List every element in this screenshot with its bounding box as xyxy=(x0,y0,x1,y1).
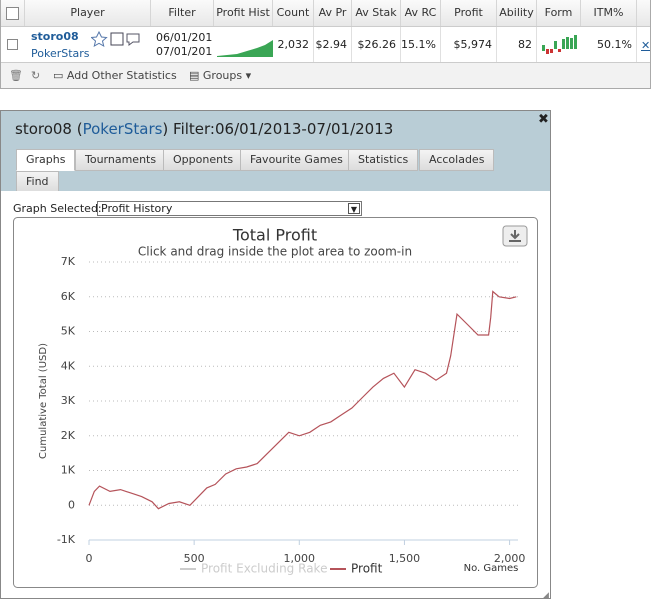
player-site[interactable]: PokerStars xyxy=(31,47,90,60)
tab[interactable]: Opponents xyxy=(163,149,244,171)
column-header[interactable]: Av RC xyxy=(401,0,441,26)
data-row: storo08 PokerStars 06/01/201 07/01/201 ✕… xyxy=(1,26,651,63)
tab[interactable]: Find xyxy=(16,171,59,191)
graph-select[interactable]: Profit History ▼ xyxy=(97,201,362,216)
checkbox[interactable] xyxy=(7,39,18,50)
chart-title: Total Profit xyxy=(232,226,317,245)
profit-sparkline xyxy=(217,40,273,57)
add-stats-button[interactable]: ▭ Add Other Statistics xyxy=(53,69,177,82)
column-header[interactable]: Ability xyxy=(497,0,537,26)
close-button[interactable]: ✖ xyxy=(538,112,549,127)
resize-handle[interactable]: ◢ xyxy=(542,591,549,599)
y-tick-label: -1K xyxy=(57,533,76,546)
player-name[interactable]: storo08 xyxy=(31,30,79,43)
chart-frame xyxy=(13,217,538,588)
title-site[interactable]: PokerStars xyxy=(82,120,163,138)
groups-button[interactable]: ▤ Groups ▾ xyxy=(189,69,252,82)
cell-profit: $5,974 xyxy=(441,27,497,62)
tab[interactable]: Statistics xyxy=(348,149,419,171)
column-header[interactable]: Form xyxy=(537,0,581,26)
x-tick-label: 500 xyxy=(184,552,205,565)
tab[interactable]: Tournaments xyxy=(75,149,167,171)
x-tick-label: 0 xyxy=(86,552,93,565)
y-tick-label: 7K xyxy=(61,255,76,268)
dialog-title: storo08 (PokerStars) Filter:06/01/2013-0… xyxy=(15,120,393,138)
x-tick-label: 1,000 xyxy=(284,552,316,565)
add-stats-label: Add Other Statistics xyxy=(66,69,177,82)
x-tick-label: 2,000 xyxy=(494,552,526,565)
form-bars xyxy=(538,33,580,58)
title-player: storo08 ( xyxy=(15,120,83,138)
groups-label: Groups xyxy=(202,69,243,82)
column-header[interactable]: Av Stak xyxy=(352,0,401,26)
chart: Total Profit Click and drag inside the p… xyxy=(13,217,538,588)
dialog: storo08 (PokerStars) Filter:06/01/2013-0… xyxy=(0,110,551,599)
cell-count: 2,032 xyxy=(273,27,314,62)
legend-label: Profit xyxy=(351,562,383,576)
remove-link[interactable]: ✕ xyxy=(641,39,651,52)
delete-icon[interactable]: 🗑 xyxy=(9,69,23,82)
y-tick-label: 4K xyxy=(61,359,76,372)
column-header[interactable]: Av Pr xyxy=(314,0,352,26)
dialog-header: storo08 (PokerStars) Filter:06/01/2013-0… xyxy=(1,111,550,191)
column-header-spacer xyxy=(637,0,650,26)
chart-subtitle: Click and drag inside the plot area to z… xyxy=(138,245,412,259)
download-button[interactable] xyxy=(502,225,528,247)
tab[interactable]: Accolades xyxy=(419,149,495,171)
y-tick-label: 1K xyxy=(61,464,76,477)
tab[interactable]: Graphs xyxy=(16,149,76,171)
filter-from: 06/01/201 xyxy=(156,31,213,44)
legend-label: Profit Excluding Rake xyxy=(201,562,327,576)
checkbox[interactable] xyxy=(6,6,19,20)
cell-av-profit: $2.94 xyxy=(314,27,352,62)
graph-select-value: Profit History xyxy=(101,202,173,215)
y-tick-label: 0 xyxy=(68,498,75,511)
column-header[interactable]: Count xyxy=(273,0,314,26)
cell-av-roi: 15.1% xyxy=(401,27,441,62)
column-header[interactable]: ITM% xyxy=(581,0,637,26)
x-axis-title: No. Games xyxy=(464,563,519,574)
refresh-icon[interactable]: ↻ xyxy=(31,69,41,82)
header-checkbox-cell xyxy=(1,0,25,26)
filter-to: 07/01/201 xyxy=(156,45,213,58)
stats-table: Player Filter Profit Hist Count Av Pr Av Stak… xyxy=(0,0,651,89)
column-header[interactable]: Player xyxy=(25,0,151,26)
x-tick-label: 1,500 xyxy=(389,552,421,565)
profit-line xyxy=(88,290,517,510)
column-header[interactable]: Profit Hist xyxy=(214,0,273,26)
toolbar: 🗑 ↻ ▭ Add Other Statistics ▤ Groups ▾ xyxy=(1,63,650,88)
cell-ability: 82 xyxy=(497,27,537,62)
graph-selected-label: Graph Selected: xyxy=(13,202,102,215)
y-axis-title: Cumulative Total (USD) xyxy=(38,343,49,459)
y-tick-label: 5K xyxy=(61,325,76,338)
title-filter: ) Filter:06/01/2013-07/01/2013 xyxy=(162,120,394,138)
y-tick-label: 2K xyxy=(61,429,76,442)
column-header[interactable]: Profit xyxy=(441,0,497,26)
cell-itm: 50.1% xyxy=(581,27,637,62)
y-tick-label: 6K xyxy=(61,290,76,303)
tab[interactable]: Favourite Games xyxy=(240,149,353,171)
cell-av-stake: $26.26 xyxy=(352,27,401,62)
y-tick-label: 3K xyxy=(61,394,76,407)
player-icons xyxy=(91,30,140,48)
column-header[interactable]: Filter xyxy=(151,0,214,26)
